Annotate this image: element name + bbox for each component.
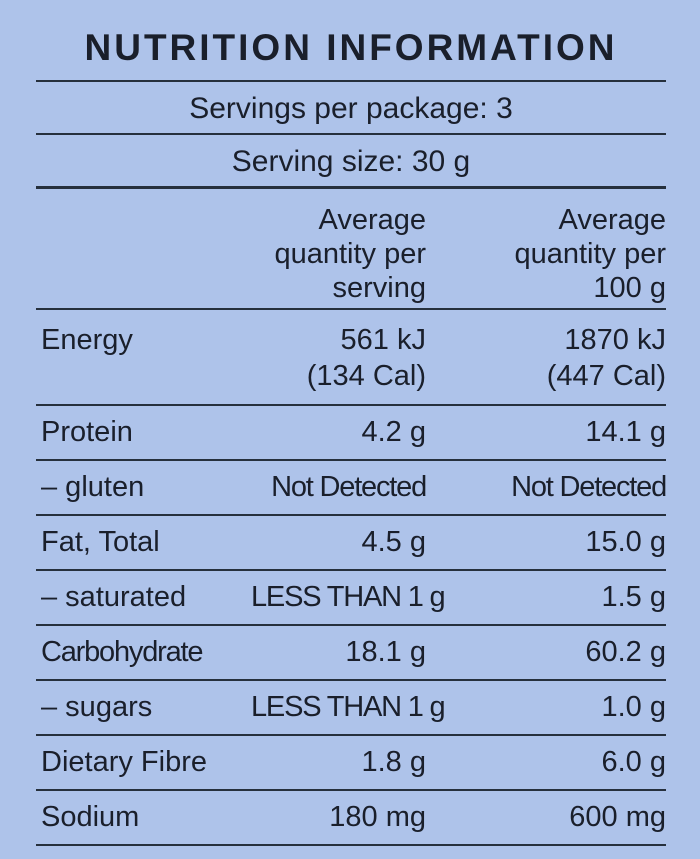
energy-cal: (134 Cal) (306, 360, 426, 392)
nutrition-table: Average quantity per serving Average qua… (36, 189, 667, 846)
energy-kj: 1870 kJ (564, 324, 666, 356)
divider (36, 133, 666, 135)
divider (36, 80, 666, 82)
row-value-per-100g: 1.0 g (601, 691, 667, 723)
row-value-per-serving: LESS THAN 1 g (251, 571, 446, 624)
row-value-per-100g: 15.0 g (585, 526, 666, 558)
table-row: – gluten Not Detected Not Detected (36, 461, 667, 516)
header-text: quantity per (274, 238, 426, 270)
row-value-per-serving: 4.5 g (361, 526, 427, 558)
row-value-per-serving: 4.2 g (361, 416, 427, 448)
divider (36, 186, 666, 189)
row-label: Sodium (41, 801, 140, 833)
row-label: Fat, Total (41, 526, 160, 558)
header-per-100g: Average quantity per 100 g (426, 203, 666, 305)
row-value-per-100g: 60.2 g (585, 636, 666, 668)
header-text: serving (332, 272, 427, 304)
header-per-serving: Average quantity per serving (251, 203, 426, 305)
row-label: Protein (41, 416, 133, 448)
table-row: Carbohydrate 18.1 g 60.2 g (36, 626, 666, 681)
row-value-per-serving: 18.1 g (345, 636, 426, 668)
table-row: Protein 4.2 g 14.1 g (36, 406, 666, 461)
header-text: 100 g (593, 272, 666, 304)
row-value-per-100g: 14.1 g (585, 416, 666, 448)
table-row-energy: Energy 561 kJ (134 Cal) 1870 kJ (447 Cal… (36, 310, 666, 406)
table-row: – saturated LESS THAN 1 g 1.5 g (36, 571, 666, 626)
serving-size: Serving size: 30 g (231, 145, 471, 178)
header-text: quantity per (514, 238, 666, 270)
energy-cal: (447 Cal) (546, 360, 666, 392)
row-value-per-serving: 1.8 g (361, 746, 427, 778)
row-label: Carbohydrate (36, 626, 251, 679)
row-value-per-100g: 600 mg (569, 801, 666, 833)
row-label: – gluten (41, 471, 145, 503)
table-row: Sodium 180 mg 600 mg (36, 791, 666, 846)
row-value-per-serving: Not Detected (251, 461, 427, 514)
row-value-per-100g: Not Detected (426, 461, 667, 514)
table-header-row: Average quantity per serving Average qua… (36, 189, 666, 310)
header-text: Average (318, 204, 427, 236)
value-text: Not Detected (271, 471, 427, 503)
row-value-per-100g: 1870 kJ (447 Cal) (426, 322, 666, 394)
header-text: Average (558, 204, 667, 236)
table-row: – sugars LESS THAN 1 g 1.0 g (36, 681, 666, 736)
row-value-per-serving: LESS THAN 1 g (251, 681, 446, 734)
nutrition-panel: NUTRITION INFORMATION Servings per packa… (36, 0, 667, 846)
row-value-per-serving: 561 kJ (134 Cal) (251, 322, 426, 394)
servings-per-package: Servings per package: 3 (189, 92, 513, 125)
row-value-per-100g: 1.5 g (601, 581, 667, 613)
row-label: Dietary Fibre (41, 746, 207, 778)
row-value-per-100g: 6.0 g (601, 746, 667, 778)
value-text: LESS THAN 1 g (251, 581, 446, 613)
table-row: Fat, Total 4.5 g 15.0 g (36, 516, 666, 571)
row-value-per-serving: 180 mg (329, 801, 426, 833)
row-label: Energy (41, 324, 133, 356)
table-row: Dietary Fibre 1.8 g 6.0 g (36, 736, 666, 791)
value-text: Not Detected (511, 471, 667, 503)
value-text: LESS THAN 1 g (251, 691, 446, 723)
row-label: – sugars (41, 691, 153, 723)
label-text: Carbohydrate (41, 636, 204, 668)
energy-kj: 561 kJ (340, 324, 426, 356)
panel-title: NUTRITION INFORMATION (84, 27, 618, 68)
row-label: – saturated (41, 581, 187, 613)
